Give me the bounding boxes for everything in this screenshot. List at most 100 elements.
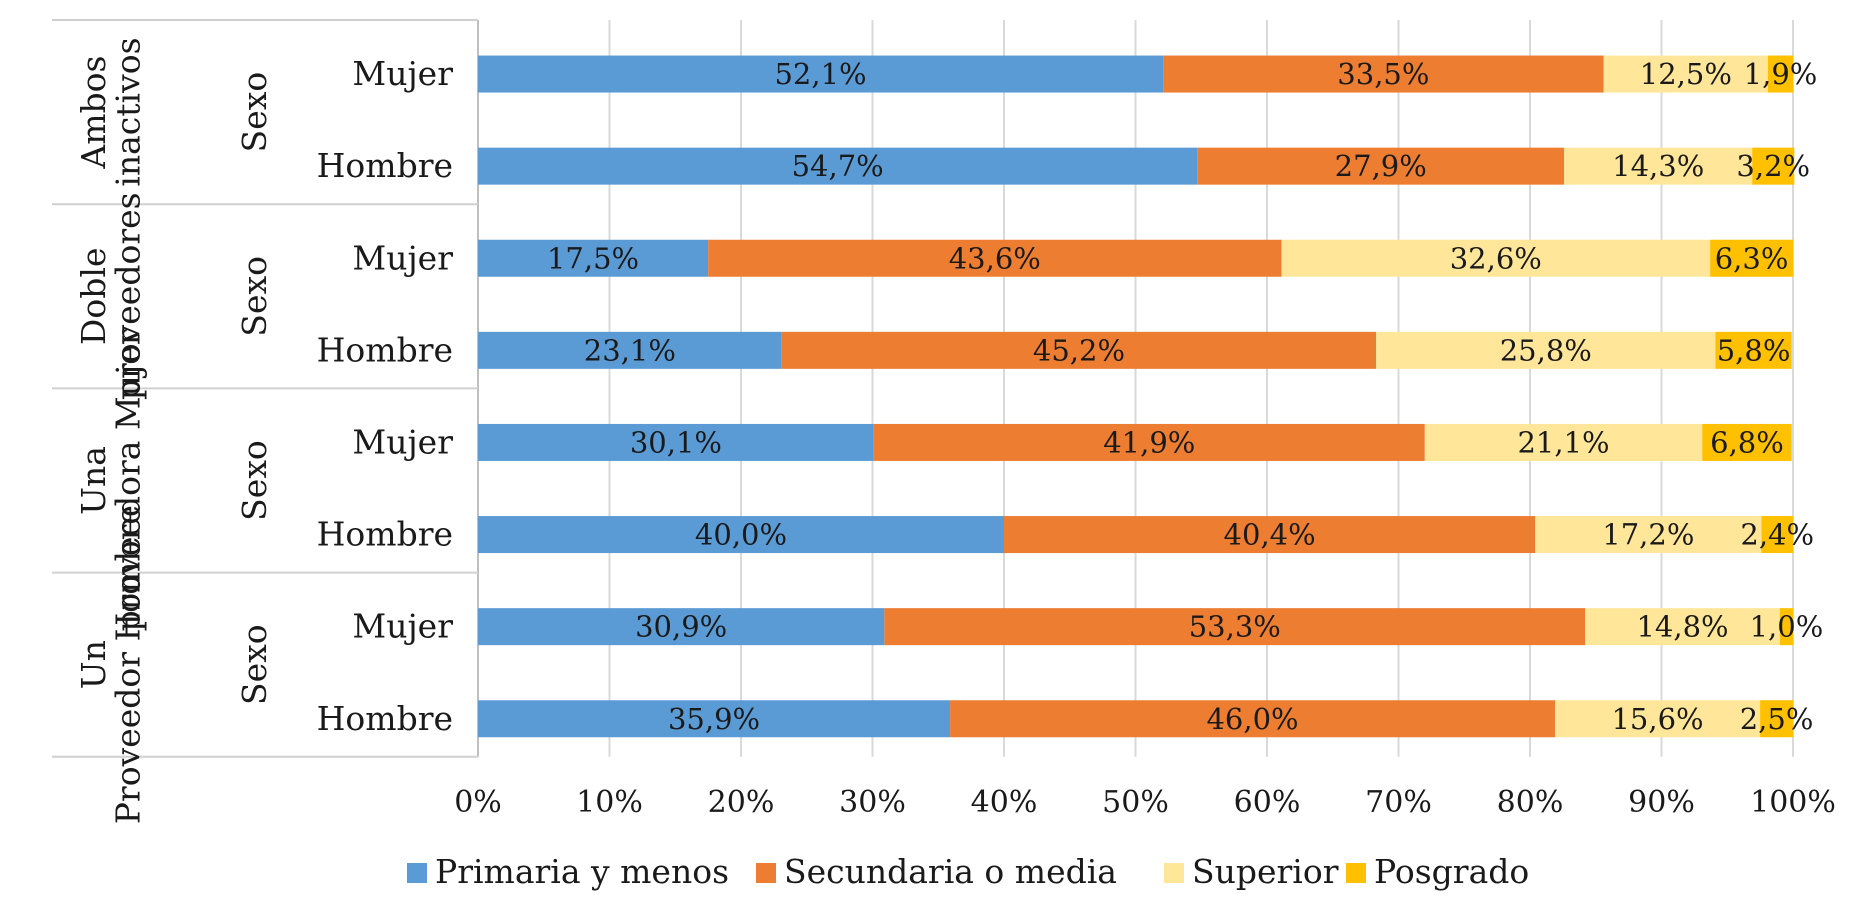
data-label-posgrado: 3,2%	[1736, 149, 1810, 183]
x-axis-ticks: 0% 10% 20% 30% 40% 50% 60% 70% 80% 90% 100%	[454, 785, 1836, 820]
legend-label-superior: Superior	[1192, 852, 1339, 891]
row-label-mujer: Mujer	[352, 238, 453, 277]
bar-secundaria-o-media	[1163, 55, 1604, 93]
legend-swatch-secundaria-o-media	[756, 863, 776, 883]
bar-primaria-y-menos	[478, 516, 1004, 554]
group-sublabel-sexo: Sexo	[235, 624, 274, 705]
data-label-superior: 15,6%	[1611, 702, 1703, 736]
data-label-primaria-y-menos: 35,9%	[668, 702, 760, 736]
bar-posgrado	[1715, 331, 1792, 369]
data-label-superior: 17,2%	[1602, 518, 1694, 552]
data-label-secundaria-o-media: 46,0%	[1206, 702, 1298, 736]
group-label-line-2: proveedora Mujer	[109, 329, 148, 631]
data-label-primaria-y-menos: 30,1%	[630, 425, 722, 459]
data-label-superior: 21,1%	[1517, 425, 1609, 459]
group-label-una-proveedora-mujer: Unaproveedora Mujer	[74, 329, 148, 631]
bar-superior	[1424, 423, 1703, 461]
legend: Primaria y menos Secundaria o media Superi…	[407, 852, 1529, 891]
category-labels: Ambosinactivos Sexo Mujer Hombre Dobleprovee…	[74, 37, 453, 824]
row-label-hombre: Hombre	[317, 330, 453, 369]
group-label-line-2: inactivos	[109, 37, 148, 186]
data-label-superior: 12,5%	[1640, 57, 1732, 91]
data-label-posgrado: 1,9%	[1744, 57, 1818, 91]
legend-label-posgrado: Posgrado	[1374, 852, 1529, 891]
bar-secundaria-o-media	[873, 423, 1425, 461]
legend-swatch-superior	[1164, 863, 1184, 883]
tick-label-20: 20%	[708, 785, 775, 820]
bar-superior	[1564, 147, 1753, 185]
tick-label-10: 10%	[576, 785, 643, 820]
group-label-line-1: Un	[74, 640, 113, 689]
tick-label-100: 100%	[1750, 785, 1836, 820]
bar-secundaria-o-media	[1004, 516, 1536, 554]
group-sublabel-sexo: Sexo	[235, 440, 274, 521]
tick-label-60: 60%	[1234, 785, 1301, 820]
data-label-posgrado: 6,8%	[1710, 425, 1784, 459]
data-label-posgrado: 2,4%	[1740, 518, 1814, 552]
data-label-superior: 14,8%	[1636, 610, 1728, 644]
bar-primaria-y-menos	[478, 147, 1198, 185]
data-label-primaria-y-menos: 23,1%	[584, 333, 676, 367]
bar-posgrado	[1710, 239, 1793, 277]
bar-posgrado	[1702, 423, 1792, 461]
row-label-mujer: Mujer	[352, 607, 453, 646]
tick-label-80: 80%	[1497, 785, 1564, 820]
row-label-hombre: Hombre	[317, 146, 453, 185]
bar-secundaria-o-media	[1197, 147, 1565, 185]
bar-superior	[1535, 516, 1762, 554]
group-label-line-2: proveedores	[109, 192, 148, 400]
data-label-superior: 14,3%	[1612, 149, 1704, 183]
row-label-mujer: Mujer	[352, 54, 453, 93]
bars	[478, 55, 1795, 738]
bar-posgrado	[1768, 55, 1793, 93]
tick-label-40: 40%	[971, 785, 1038, 820]
bar-superior	[1585, 608, 1780, 646]
data-label-superior: 25,8%	[1500, 333, 1592, 367]
group-label-line-2: Proveedor Hombre	[109, 505, 148, 824]
data-label-secundaria-o-media: 40,4%	[1224, 518, 1316, 552]
bar-primaria-y-menos	[478, 55, 1164, 93]
data-label-posgrado: 1,0%	[1750, 610, 1824, 644]
group-label-un-proveedor-hombre: UnProveedor Hombre	[74, 505, 148, 824]
legend-label-secundaria-o-media: Secundaria o media	[784, 852, 1117, 891]
group-label-line-1: Ambos	[74, 56, 113, 170]
data-label-primaria-y-menos: 54,7%	[792, 149, 884, 183]
legend-label-primaria-y-menos: Primaria y menos	[435, 852, 729, 891]
bar-superior	[1554, 700, 1761, 738]
grid-lines	[608, 20, 1794, 757]
bar-posgrado	[1760, 700, 1793, 738]
tick-label-70: 70%	[1365, 785, 1432, 820]
bar-superior	[1376, 331, 1716, 369]
group-sublabel-sexo: Sexo	[235, 72, 274, 153]
data-label-posgrado: 6,3%	[1715, 241, 1789, 275]
bar-primaria-y-menos	[478, 608, 885, 646]
data-label-secundaria-o-media: 33,5%	[1337, 57, 1429, 91]
bar-secundaria-o-media	[884, 608, 1586, 646]
tick-label-30: 30%	[839, 785, 906, 820]
legend-swatch-posgrado	[1346, 863, 1366, 883]
category-frame	[52, 19, 479, 758]
tick-label-0: 0%	[454, 785, 502, 820]
data-label-superior: 32,6%	[1450, 241, 1542, 275]
tick-label-90: 90%	[1628, 785, 1695, 820]
bar-posgrado	[1752, 147, 1795, 185]
data-labels: 52,1% 33,5% 12,5% 1,9% 54,7% 27,9% 14,3% 3,2% 17…	[547, 57, 1823, 736]
data-label-posgrado: 5,8%	[1717, 333, 1791, 367]
group-label-line-1: Doble	[74, 248, 113, 346]
group-label-doble-proveedores: Dobleproveedores	[74, 192, 148, 400]
bar-superior	[1603, 55, 1769, 93]
bar-primaria-y-menos	[478, 331, 782, 369]
bar-primaria-y-menos	[478, 423, 874, 461]
data-label-secundaria-o-media: 45,2%	[1033, 333, 1125, 367]
data-label-secundaria-o-media: 43,6%	[949, 241, 1041, 275]
group-label-ambos-inactivos: Ambosinactivos	[74, 37, 148, 186]
bar-superior	[1281, 239, 1711, 277]
data-label-primaria-y-menos: 52,1%	[774, 57, 866, 91]
data-label-primaria-y-menos: 40,0%	[695, 518, 787, 552]
data-label-secundaria-o-media: 41,9%	[1103, 425, 1195, 459]
row-label-mujer: Mujer	[352, 422, 453, 461]
data-label-posgrado: 2,5%	[1740, 702, 1814, 736]
bar-posgrado	[1761, 516, 1793, 554]
legend-swatch-primaria-y-menos	[407, 863, 427, 883]
